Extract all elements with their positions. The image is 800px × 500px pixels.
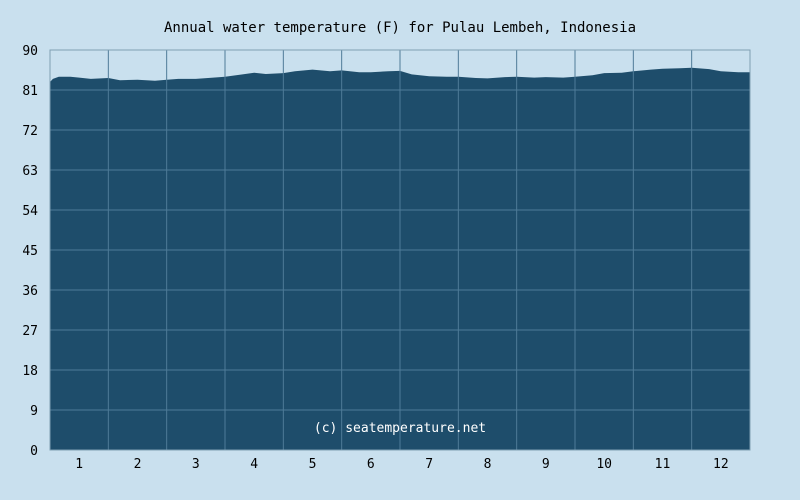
x-tick-label: 6	[367, 457, 375, 472]
y-tick-label: 0	[30, 444, 38, 459]
x-tick-label: 2	[134, 457, 142, 472]
y-tick-label: 72	[22, 124, 38, 139]
y-tick-label: 36	[22, 284, 38, 299]
y-tick-label: 81	[22, 84, 38, 99]
plot-frame	[49, 49, 751, 451]
y-tick-label: 63	[22, 164, 38, 179]
watermark-text: (c) seatemperature.net	[314, 421, 486, 436]
y-tick-label: 54	[22, 204, 38, 219]
y-tick-label: 18	[22, 364, 38, 379]
y-tick-label: 9	[30, 404, 38, 419]
x-tick-label: 12	[713, 457, 729, 472]
x-tick-label: 11	[655, 457, 671, 472]
y-tick-label: 45	[22, 244, 38, 259]
x-tick-label: 8	[484, 457, 492, 472]
x-tick-label: 7	[425, 457, 433, 472]
y-tick-label: 27	[22, 324, 38, 339]
chart-title: Annual water temperature (F) for Pulau L…	[164, 20, 636, 36]
x-tick-label: 3	[192, 457, 200, 472]
x-tick-label: 5	[309, 457, 317, 472]
x-tick-label: 1	[75, 457, 83, 472]
grid-lines	[49, 49, 751, 451]
x-tick-label: 10	[596, 457, 612, 472]
y-tick-label: 90	[22, 44, 38, 59]
x-tick-label: 9	[542, 457, 550, 472]
x-tick-label: 4	[250, 457, 258, 472]
